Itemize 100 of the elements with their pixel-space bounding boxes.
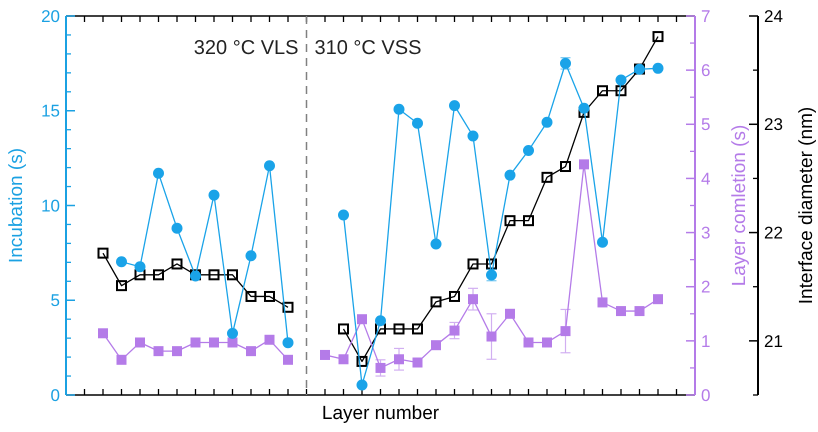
point — [430, 238, 442, 250]
point — [542, 172, 552, 183]
point — [356, 379, 368, 390]
point — [338, 323, 349, 334]
point — [246, 250, 256, 262]
point — [468, 130, 478, 142]
point — [560, 161, 571, 172]
point — [597, 85, 608, 96]
point — [652, 62, 664, 74]
y2-tick-label: 7 — [701, 6, 710, 26]
point — [431, 340, 441, 350]
y2-tick-label: 4 — [701, 169, 710, 188]
point — [134, 261, 146, 272]
point — [597, 236, 608, 248]
point — [338, 354, 348, 364]
annotation: 320 °C VLS — [194, 37, 298, 59]
point — [598, 297, 608, 308]
point — [412, 358, 422, 368]
point — [560, 326, 570, 336]
point — [282, 302, 294, 313]
point — [134, 269, 146, 280]
point — [652, 31, 664, 42]
point — [375, 315, 386, 326]
point — [172, 346, 182, 356]
point — [98, 328, 108, 338]
point — [578, 102, 590, 114]
annotation: 310 °C VSS — [314, 37, 422, 59]
point — [412, 118, 423, 129]
point — [227, 328, 238, 339]
y2-tick-label: 0 — [701, 386, 710, 405]
point — [430, 296, 442, 308]
point — [264, 334, 274, 345]
y3-tick-label: 23 — [764, 115, 783, 134]
point — [320, 350, 330, 360]
point — [338, 209, 349, 220]
y3-axis-title: Interface diameter (nm) — [796, 106, 817, 304]
point — [468, 294, 478, 304]
point — [116, 280, 127, 292]
point — [356, 356, 368, 367]
y2-tick-label: 2 — [701, 278, 710, 297]
point — [135, 337, 145, 348]
y3-tick-label: 22 — [764, 224, 783, 243]
point — [616, 306, 626, 316]
point — [98, 248, 108, 259]
point — [616, 74, 626, 86]
point — [190, 337, 200, 348]
point — [246, 290, 256, 302]
y-axis-title: Incubation (s) — [6, 148, 27, 264]
point — [504, 170, 516, 181]
y-tick-label: 15 — [41, 102, 60, 121]
point — [653, 294, 663, 304]
point — [209, 337, 219, 348]
point — [172, 222, 182, 234]
point — [616, 85, 626, 96]
point — [542, 116, 552, 128]
point — [264, 160, 275, 172]
point — [153, 269, 164, 280]
point — [154, 346, 164, 356]
point — [208, 190, 220, 201]
point — [486, 332, 496, 342]
point — [116, 256, 127, 268]
y2-axis-title: Layer comletion (s) — [729, 124, 750, 286]
point — [523, 215, 534, 226]
y2-tick-label: 1 — [701, 332, 710, 351]
y-tick-label: 5 — [50, 291, 60, 310]
point — [228, 337, 238, 348]
y2-tick-label: 5 — [701, 115, 710, 134]
y-tick-label: 0 — [50, 386, 60, 405]
y-tick-label: 10 — [41, 196, 60, 216]
point — [449, 100, 460, 112]
point — [394, 323, 404, 334]
point — [394, 104, 404, 115]
point — [357, 314, 367, 324]
point — [394, 354, 404, 364]
point — [283, 354, 293, 365]
point — [468, 258, 478, 270]
point — [412, 323, 423, 334]
point — [375, 323, 386, 334]
point — [524, 337, 534, 348]
point — [116, 354, 126, 365]
point — [450, 326, 460, 336]
y3-tick-label: 21 — [764, 332, 783, 351]
point — [208, 269, 220, 280]
point — [282, 337, 294, 348]
point — [542, 337, 552, 348]
point — [246, 346, 256, 356]
point — [486, 258, 497, 270]
point — [172, 258, 182, 270]
point — [634, 306, 644, 316]
point — [264, 290, 275, 302]
point — [523, 145, 534, 156]
point — [505, 308, 515, 319]
y-tick-label: 20 — [41, 6, 60, 26]
point — [579, 159, 589, 170]
y2-tick-label: 3 — [701, 224, 710, 243]
point — [504, 215, 516, 226]
y2-tick-label: 6 — [701, 61, 710, 80]
point — [227, 269, 238, 280]
point — [376, 362, 386, 373]
y3-tick-label: 24 — [764, 6, 783, 26]
